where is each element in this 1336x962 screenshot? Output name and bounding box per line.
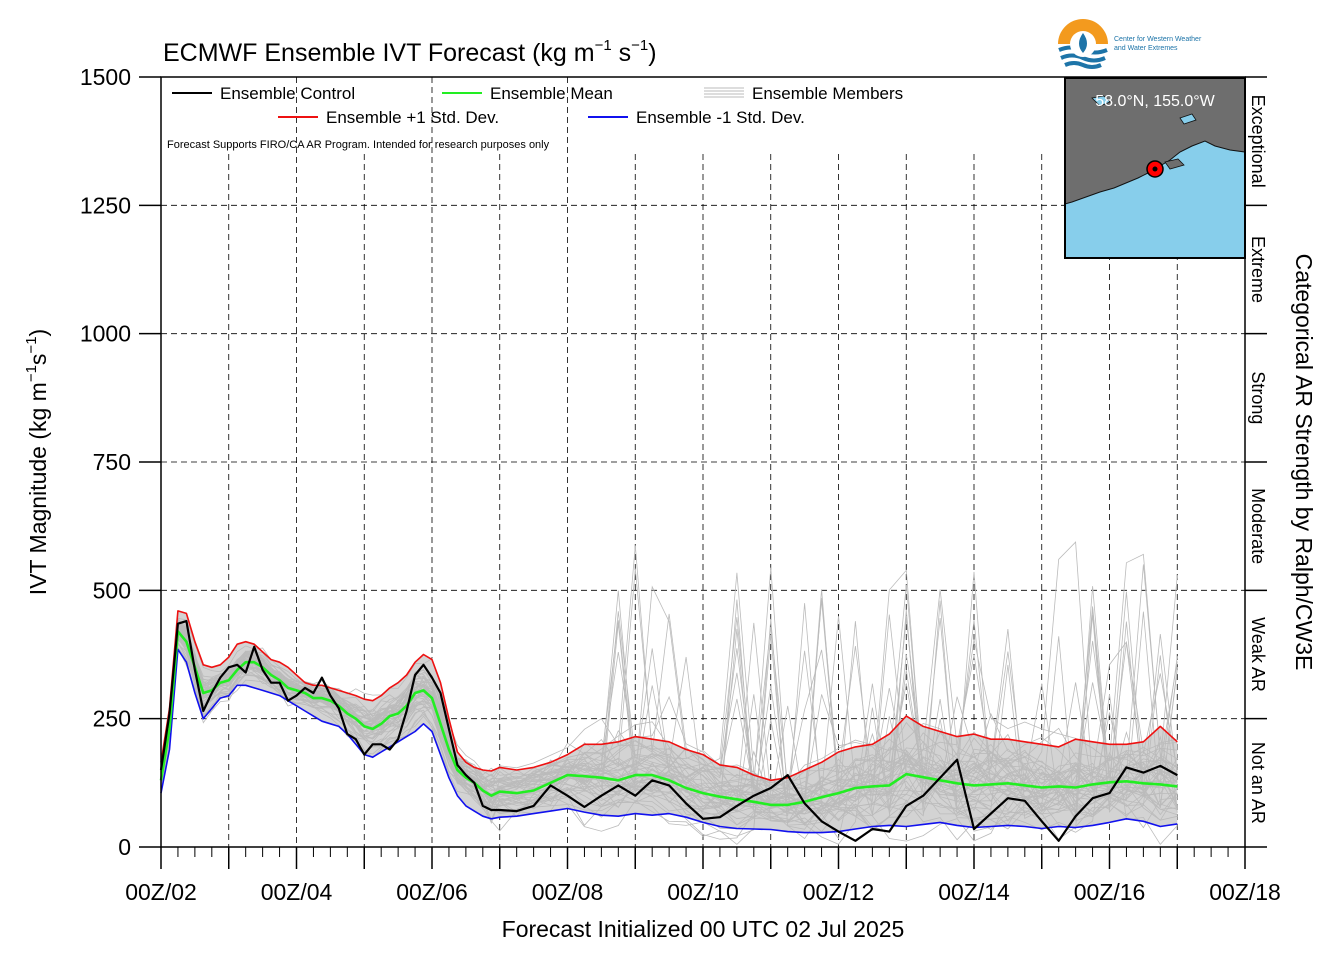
legend-swatch-members bbox=[704, 87, 744, 98]
grid-lines bbox=[161, 77, 1245, 847]
legend: Ensemble Control Ensemble Mean Ensemble … bbox=[167, 84, 903, 151]
legend-label-control: Ensemble Control bbox=[220, 84, 355, 103]
ensemble-member-line bbox=[160, 590, 1178, 812]
ensemble-member-line bbox=[160, 608, 1178, 845]
x-tick-label: 00Z/06 bbox=[396, 879, 468, 905]
minus-std-dev-line bbox=[160, 648, 1178, 834]
category-label: Strong bbox=[1248, 371, 1268, 424]
legend-label-minus-std: Ensemble -1 Std. Dev. bbox=[636, 108, 805, 127]
category-label: Not an AR bbox=[1248, 742, 1268, 824]
x-tick-label: 00Z/08 bbox=[532, 879, 604, 905]
ensemble-member-line bbox=[160, 638, 1178, 823]
plus-std-dev-line bbox=[160, 610, 1178, 782]
x-tick-label: 00Z/02 bbox=[125, 879, 197, 905]
tick-labels: 0 250 500 750 1000 1250 1500 00Z/02 00Z/04 00Z/06… bbox=[80, 64, 1281, 905]
ensemble-mean-line bbox=[159, 630, 1178, 807]
right-axis-label: Categorical AR Strength by Ralph/CW3E bbox=[1291, 254, 1317, 671]
series-layer bbox=[159, 610, 1178, 842]
y-tick-label: 500 bbox=[93, 577, 131, 603]
ar-category-axis: Not an AR Weak AR Moderate Strong Extreme Exc… bbox=[1245, 76, 1268, 848]
x-tick-label: 00Z/04 bbox=[261, 879, 333, 905]
axis-ticks bbox=[139, 76, 1246, 869]
ensemble-member-line bbox=[160, 621, 1178, 813]
y-tick-label: 1250 bbox=[80, 192, 131, 218]
y-axis-label: IVT Magnitude (kg m−1s−1) bbox=[23, 329, 51, 595]
y-tick-label: 250 bbox=[93, 706, 131, 732]
inset-frame bbox=[1064, 77, 1246, 259]
x-tick-label: 00Z/12 bbox=[803, 879, 875, 905]
category-label: Moderate bbox=[1248, 488, 1268, 564]
x-axis-label: Forecast Initialized 00 UTC 02 Jul 2025 bbox=[502, 916, 905, 942]
y-tick-label: 0 bbox=[118, 834, 131, 860]
category-label: Extreme bbox=[1248, 236, 1268, 303]
disclaimer-text: Forecast Supports FIRO/CA AR Program. In… bbox=[167, 139, 550, 151]
chart-title: ECMWF Ensemble IVT Forecast (kg m−1 s−1) bbox=[163, 37, 657, 67]
x-tick-label: 00Z/10 bbox=[667, 879, 739, 905]
cw3e-logo: Center for Western Weather and Water Ext… bbox=[1058, 19, 1202, 69]
legend-label-mean: Ensemble Mean bbox=[490, 84, 613, 103]
legend-label-members: Ensemble Members bbox=[752, 84, 903, 103]
inset-location-label: 58.0°N, 155.0°W bbox=[1095, 93, 1215, 110]
logo-water-drop-icon bbox=[1079, 33, 1087, 53]
legend-label-plus-std: Ensemble +1 Std. Dev. bbox=[326, 108, 499, 127]
x-tick-label: 00Z/16 bbox=[1074, 879, 1146, 905]
category-label: Weak AR bbox=[1248, 617, 1268, 692]
ensemble-control-line bbox=[159, 620, 1178, 842]
ensemble-member-line bbox=[160, 618, 1178, 846]
y-tick-label: 1500 bbox=[80, 64, 131, 90]
category-label: Exceptional bbox=[1248, 95, 1268, 188]
x-tick-label: 00Z/14 bbox=[938, 879, 1010, 905]
logo-text-line2: and Water Extremes bbox=[1114, 45, 1178, 52]
ensemble-member-line bbox=[160, 589, 1178, 817]
y-tick-label: 1000 bbox=[80, 321, 131, 347]
x-tick-label: 00Z/18 bbox=[1209, 879, 1281, 905]
logo-text-line1: Center for Western Weather bbox=[1114, 36, 1202, 43]
ensemble-member-line bbox=[160, 564, 1178, 815]
location-inset-map: 58.0°N, 155.0°W bbox=[1064, 77, 1246, 259]
y-tick-label: 750 bbox=[93, 449, 131, 475]
